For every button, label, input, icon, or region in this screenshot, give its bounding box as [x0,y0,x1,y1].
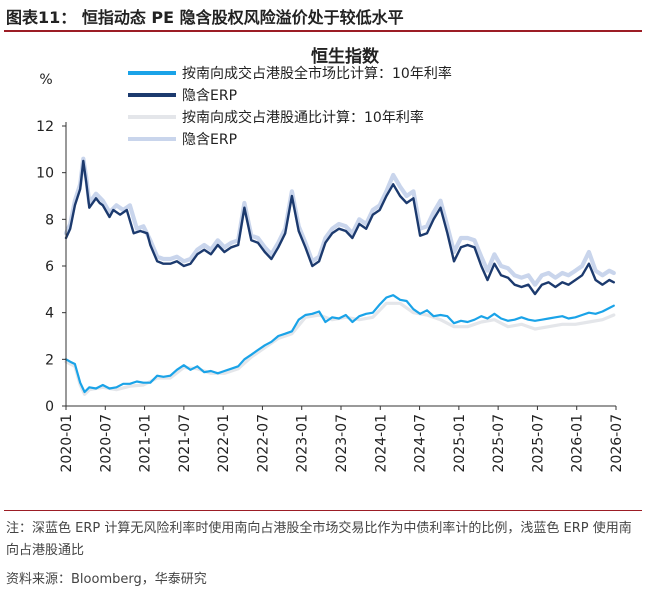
y-tick-label: 10 [36,166,54,182]
y-axis-unit-label: % [39,72,52,88]
x-tick-label: 2023-01 [295,414,311,473]
x-tick-label: 2022-07 [255,414,271,473]
series-layer [63,156,616,396]
axes-layer: 0 2 4 6 8 10 12 2020-01 2020-07 2021-01 2021-07 202… [36,119,625,473]
x-tick-label: 2022-01 [216,414,232,473]
y-tick-label: 6 [45,259,54,275]
x-tick-label: 2020-07 [98,414,114,473]
chart-note: 注：深蓝色 ERP 计算无风险利率时使用南向占港股全市场交易比作为中债利率计的比… [6,521,632,558]
series-line-1 [64,294,615,394]
figure-title: 图表11： 恒指动态 PE 隐含股权风险溢价处于较低水平 [6,8,404,27]
legend-label-4: 隐含ERP [182,132,237,148]
x-tick-label: 2026-07 [609,414,625,473]
chart: 恒生指数 % 按南向成交占港股全市场比计算：10年利率隐含ERP按南向成交占港股… [36,46,625,473]
x-tick-label: 2025-07 [530,414,546,473]
x-tick-label: 2024-07 [413,414,429,473]
title-divider [4,30,642,32]
x-tick-label: 2021-01 [138,414,154,473]
y-tick-label: 12 [36,119,54,135]
chart-source: 资料来源：Bloomberg，华泰研究 [6,572,207,587]
chart-title: 恒生指数 [311,46,380,67]
x-tick-label: 2024-01 [373,414,389,473]
x-tick-label: 2025-07 [491,414,507,473]
y-tick-label: 0 [45,399,54,415]
x-tick-label: 2025-01 [452,414,468,473]
series-line-3 [64,301,616,396]
x-tick-label: 2026-01 [570,414,586,473]
legend-label-3: 按南向成交占港股通比计算：10年利率 [182,109,424,126]
legend-label-2: 隐含ERP [182,88,237,104]
y-tick-label: 4 [45,306,54,322]
series-line-2 [64,159,615,296]
y-tick-label: 8 [45,212,54,228]
x-tick-label: 2023-07 [334,414,350,473]
series-line-4 [63,156,616,287]
y-tick-label: 2 [45,352,54,368]
x-tick-label: 2021-07 [177,414,193,473]
legend-label-1: 按南向成交占港股全市场比计算：10年利率 [182,65,452,82]
x-tick-label: 2020-01 [59,414,75,473]
footnote-divider [4,510,642,511]
